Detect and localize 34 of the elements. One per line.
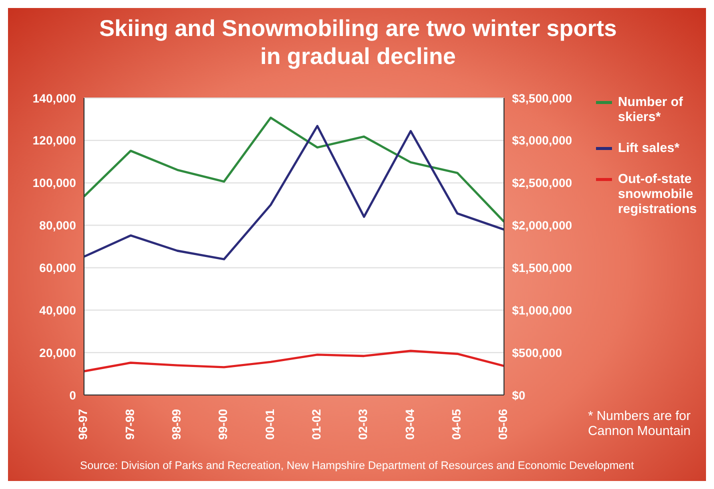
y2-tick-label: $1,000,000 bbox=[512, 303, 572, 318]
y-tick-label: 100,000 bbox=[32, 176, 76, 190]
line-series bbox=[82, 124, 506, 260]
y-tick-label: 140,000 bbox=[32, 91, 76, 106]
source-note: Source: Division of Parks and Recreation, New Hampshire Department of Resources and Economic Development bbox=[79, 460, 635, 472]
y-tick-label: 60,000 bbox=[39, 260, 76, 275]
legend-label: Out-of-state snowmobile registrations bbox=[618, 171, 698, 216]
y2-tick-label: $1,500,000 bbox=[512, 260, 572, 275]
chart-title: Skiing and Snowmobiling are two winter sports in gradual decline bbox=[98, 14, 618, 70]
x-tick-label: 01-02 bbox=[310, 408, 324, 440]
y-tick-label: 120,000 bbox=[32, 134, 76, 148]
x-tick-label: 97-98 bbox=[122, 408, 137, 440]
line-series bbox=[82, 350, 506, 372]
y-tick-label: 80,000 bbox=[39, 218, 76, 233]
y-tick-label: 40,000 bbox=[39, 303, 76, 318]
y2-tick-label: $0 bbox=[512, 388, 526, 402]
x-tick-label: 02-03 bbox=[356, 408, 370, 440]
x-tick-label: 96-97 bbox=[76, 408, 90, 440]
y-tick-label: 0 bbox=[69, 388, 76, 402]
x-tick-label: 04-05 bbox=[450, 408, 464, 440]
y2-tick-label: $2,500,000 bbox=[512, 176, 572, 190]
x-tick-label: 03-04 bbox=[402, 408, 417, 440]
y2-tick-label: $2,000,000 bbox=[512, 218, 572, 233]
y-tick-label: 20,000 bbox=[39, 346, 76, 360]
text: * Numbers are for Cannon Mountain bbox=[588, 408, 692, 438]
y2-tick-label: $500,000 bbox=[512, 346, 562, 360]
legend-label: Lift sales* bbox=[618, 140, 680, 155]
legend-label: Number of skiers* bbox=[618, 94, 684, 124]
line-series bbox=[82, 116, 506, 223]
x-tick-label: 05-06 bbox=[496, 408, 510, 440]
y2-tick-label: $3,000,000 bbox=[512, 134, 572, 148]
x-tick-label: 99-00 bbox=[216, 408, 230, 440]
x-tick-label: 98-99 bbox=[170, 408, 184, 440]
x-tick-label: 00-01 bbox=[262, 408, 277, 440]
